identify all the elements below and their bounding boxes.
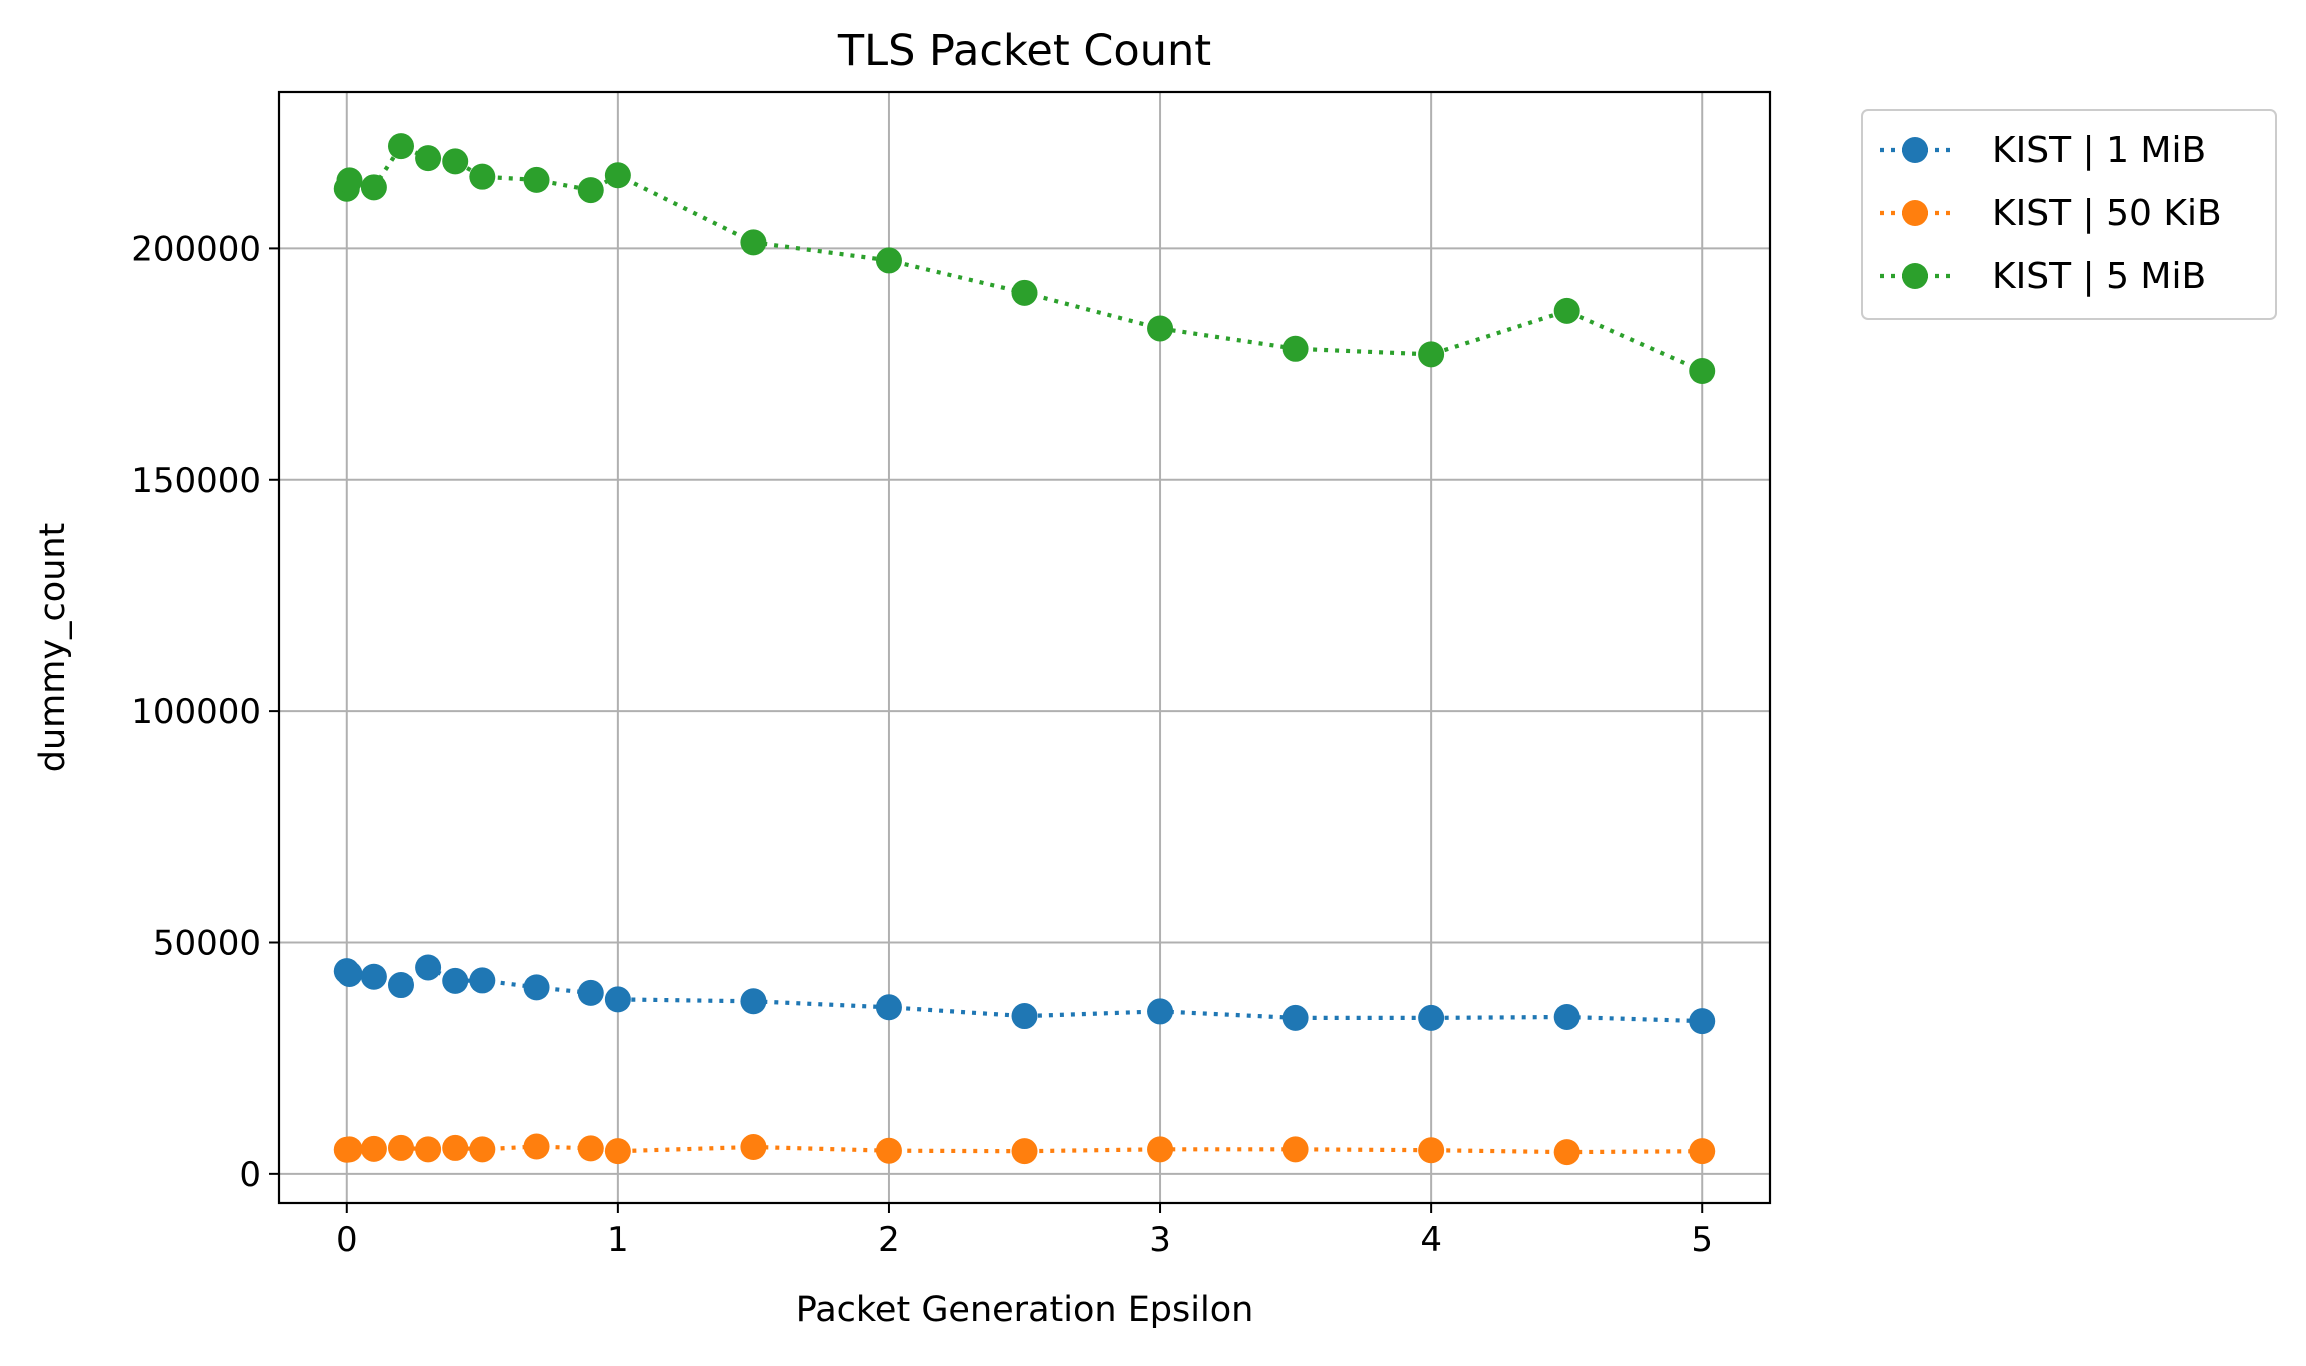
legend-item: KIST | 1 MiB (1880, 130, 2206, 171)
data-point (360, 1135, 387, 1162)
legend-item: KIST | 50 KiB (1880, 193, 2222, 234)
legend: KIST | 1 MiB KIST | 50 KiB KIST | 5 MiB (1861, 109, 2277, 320)
x-tick-label: 2 (878, 1220, 900, 1260)
data-point (1147, 998, 1174, 1025)
data-point (442, 148, 469, 175)
data-point (336, 167, 363, 194)
chart-title: TLS Packet Count (837, 26, 1211, 76)
data-point (442, 967, 469, 994)
data-point (1147, 1136, 1174, 1163)
series-1 (333, 954, 1716, 1035)
data-point (1282, 1004, 1309, 1031)
data-point (740, 988, 767, 1015)
x-tick-label: 3 (1149, 1220, 1171, 1260)
data-point (1011, 1138, 1038, 1165)
data-point (387, 1134, 414, 1161)
data-point (577, 177, 604, 204)
data-point (469, 1136, 496, 1163)
y-tick-label: 100000 (131, 692, 261, 732)
y-tick-label: 200000 (131, 229, 261, 269)
data-point (604, 1138, 631, 1165)
data-point (1011, 1003, 1038, 1030)
x-tick-label: 1 (607, 1220, 629, 1260)
data-point (1553, 1003, 1580, 1030)
x-axis-label: Packet Generation Epsilon (796, 1290, 1254, 1330)
data-point (523, 166, 550, 193)
data-point (523, 1133, 550, 1160)
axis-ticks: 0 1 2 3 4 5 0 50000 100000 150000 200000 (131, 229, 1713, 1260)
data-point (740, 1134, 767, 1161)
data-point (415, 145, 442, 172)
data-point (577, 1135, 604, 1162)
y-tick-label: 50000 (153, 923, 261, 963)
legend-label: KIST | 50 KiB (1992, 193, 2222, 234)
data-point (1418, 341, 1445, 368)
y-tick-label: 0 (239, 1155, 261, 1195)
legend-marker (1902, 200, 1928, 226)
data-point (1011, 279, 1038, 306)
data-point (360, 174, 387, 201)
x-tick-label: 4 (1420, 1220, 1442, 1260)
data-point (604, 162, 631, 189)
data-point (523, 974, 550, 1001)
legend-marker (1902, 137, 1928, 163)
plot-frame (277, 90, 1772, 1205)
data-point (740, 229, 767, 256)
data-point (469, 163, 496, 190)
data-point (1282, 335, 1309, 362)
data-point (875, 994, 902, 1021)
data-point (1282, 1136, 1309, 1163)
data-point (1689, 1008, 1716, 1035)
grid (279, 92, 1770, 1203)
data-point (1418, 1004, 1445, 1031)
data-point (387, 133, 414, 160)
data-point (577, 979, 604, 1006)
data-point (360, 963, 387, 990)
series-line (346, 1144, 1703, 1155)
x-tick-label: 5 (1691, 1220, 1713, 1260)
data-point (442, 1134, 469, 1161)
series-layer (333, 133, 1716, 1166)
data-point (469, 967, 496, 994)
y-axis-label: dummy_count (33, 523, 73, 773)
data-point (604, 986, 631, 1013)
legend-item: KIST | 5 MiB (1880, 256, 2206, 297)
x-tick-label: 0 (336, 1220, 358, 1260)
data-point (336, 960, 363, 987)
data-point (415, 1136, 442, 1163)
data-point (387, 972, 414, 999)
series-2 (333, 1133, 1716, 1166)
data-point (1553, 297, 1580, 324)
legend-label: KIST | 1 MiB (1992, 130, 2206, 171)
data-point (1689, 358, 1716, 385)
data-point (1553, 1139, 1580, 1166)
y-tick-label: 150000 (131, 461, 261, 501)
data-point (336, 1136, 363, 1163)
data-point (1689, 1138, 1716, 1165)
legend-label: KIST | 5 MiB (1992, 256, 2206, 297)
data-point (1147, 315, 1174, 342)
data-point (415, 954, 442, 981)
series-3 (333, 133, 1716, 385)
legend-box (1861, 109, 2277, 320)
data-point (875, 247, 902, 274)
data-point (1418, 1137, 1445, 1164)
legend-marker (1902, 263, 1928, 289)
data-point (875, 1137, 902, 1164)
